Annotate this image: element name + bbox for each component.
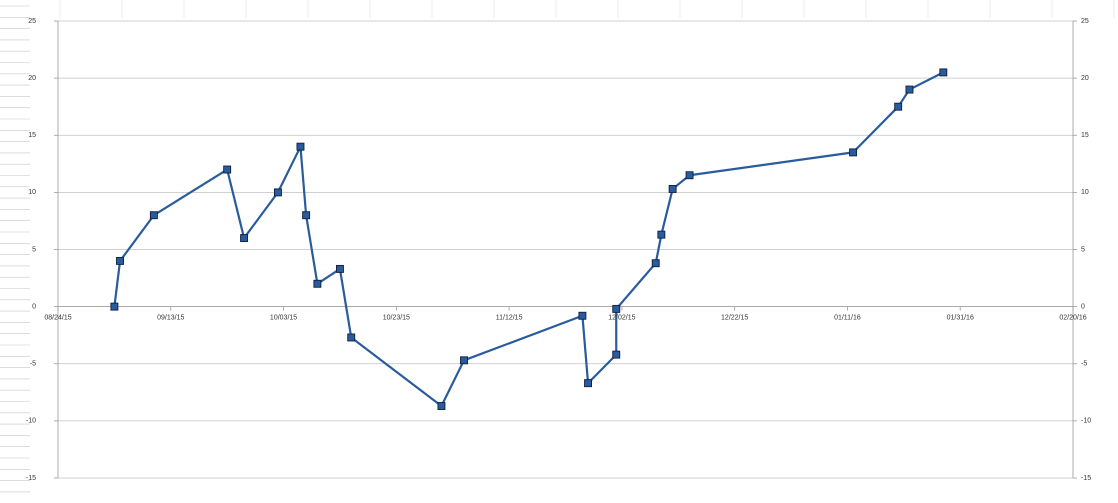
point-marker bbox=[668, 184, 677, 193]
x-tick-label: 01/11/16 bbox=[834, 314, 861, 321]
point-marker bbox=[894, 102, 903, 111]
x-tick-label: 09/13/15 bbox=[157, 314, 184, 321]
point-marker bbox=[657, 230, 666, 239]
y-tick-label: 15 bbox=[28, 132, 36, 139]
y-tick-label: 20 bbox=[28, 75, 36, 82]
y-tick-label: 25 bbox=[28, 18, 36, 25]
point-marker bbox=[905, 85, 914, 94]
x-tick-label: 02/20/16 bbox=[1059, 314, 1086, 321]
point-marker bbox=[223, 165, 232, 174]
y-tick-label: 5 bbox=[32, 246, 36, 253]
y2-tick-label: 5 bbox=[1081, 246, 1085, 253]
series-line bbox=[113, 71, 944, 408]
y-tick-label: -15 bbox=[26, 475, 36, 482]
x-tick-label: 08/24/15 bbox=[44, 314, 71, 321]
point-marker bbox=[437, 402, 446, 410]
y-tick-label: -10 bbox=[26, 418, 36, 425]
point-marker bbox=[651, 259, 660, 268]
y2-tick-label: -5 bbox=[1081, 361, 1087, 368]
point-marker bbox=[302, 211, 311, 220]
point-marker bbox=[335, 264, 344, 273]
y2-tick-label: -15 bbox=[1081, 475, 1091, 482]
y2-tick-label: 10 bbox=[1081, 189, 1089, 196]
point-marker bbox=[240, 234, 249, 243]
y2-tick-label: 25 bbox=[1081, 18, 1089, 25]
y2-tick-label: 20 bbox=[1081, 75, 1089, 82]
x-tick-label: 12/22/15 bbox=[721, 314, 748, 321]
x-tick-label: 10/03/15 bbox=[270, 314, 297, 321]
point-marker bbox=[273, 188, 282, 197]
point-marker bbox=[116, 256, 124, 265]
point-marker bbox=[110, 302, 119, 311]
point-marker bbox=[149, 211, 158, 220]
point-marker bbox=[612, 350, 621, 359]
x-tick-label: 01/31/16 bbox=[947, 314, 974, 321]
x-tick-label: 11/12/15 bbox=[496, 314, 523, 321]
x-tick-label: 12/02/15 bbox=[608, 314, 635, 321]
y-tick-label: 10 bbox=[28, 189, 36, 196]
point-marker bbox=[584, 379, 593, 388]
y-tick-label: 0 bbox=[32, 303, 36, 310]
point-marker bbox=[849, 148, 858, 157]
y2-tick-label: 0 bbox=[1081, 303, 1085, 310]
point-marker bbox=[313, 279, 322, 288]
y2-tick-label: -10 bbox=[1081, 418, 1091, 425]
y-tick-label: -5 bbox=[30, 361, 36, 368]
point-marker bbox=[612, 304, 621, 313]
point-marker bbox=[347, 333, 356, 342]
x-tick-label: 10/23/15 bbox=[383, 314, 410, 321]
point-marker bbox=[296, 142, 305, 151]
point-marker bbox=[578, 311, 587, 320]
point-marker bbox=[939, 68, 948, 77]
point-marker bbox=[460, 356, 468, 365]
y2-tick-label: 15 bbox=[1081, 132, 1089, 139]
point-marker bbox=[685, 171, 694, 180]
